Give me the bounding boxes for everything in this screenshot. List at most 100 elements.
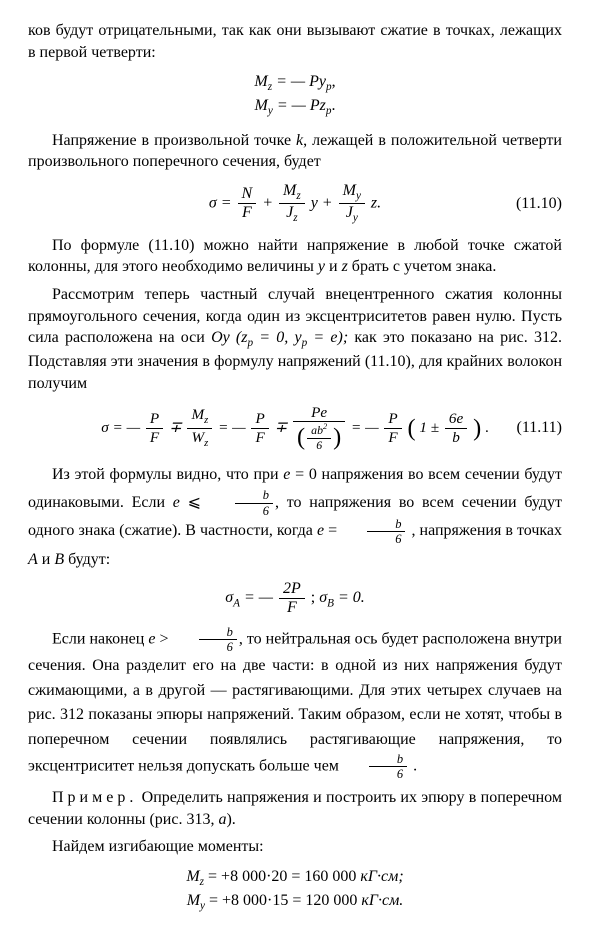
para-4: Рассмотрим теперь частный случай внецент… xyxy=(28,284,562,395)
p5-e2: e xyxy=(173,494,180,511)
eq5a-unit: кГ·см; xyxy=(360,868,403,885)
p5a: Из этой формулы видно, что при xyxy=(52,466,283,483)
eq3-dot: . xyxy=(481,419,489,436)
p3-and: и xyxy=(325,258,342,275)
eq3-f2nsub: z xyxy=(204,415,208,426)
eq-num-11-11: (11.11) xyxy=(517,417,562,439)
p7end: ). xyxy=(226,811,235,828)
p6-fr2d: 6 xyxy=(369,767,407,780)
eq2-y: y + xyxy=(311,195,337,212)
p5-and: и xyxy=(38,551,55,568)
para-7-example: Пример. Определить напряжения и построит… xyxy=(28,787,562,830)
eq2-f2nsub: z xyxy=(296,190,300,202)
eq5b-unit: кГ·см. xyxy=(361,892,403,909)
eq2-f2dsub: z xyxy=(293,213,297,225)
eq4-frn: 2P xyxy=(279,581,305,599)
formula-moments: Mz = — Pyp, My = — Pzp. xyxy=(28,71,562,120)
eq5a-body: = +8 000·20 = 160 000 xyxy=(204,868,360,885)
p4-par1: (z xyxy=(230,329,248,346)
para-3: По формуле (11.10) можно найти напряжени… xyxy=(28,235,562,278)
eq3-one: 1 ± xyxy=(416,419,443,436)
p5d: , напряжения в точках xyxy=(407,522,562,539)
mz-sym: M xyxy=(254,73,267,90)
eq2-f1d: F xyxy=(238,204,257,221)
eq4-sb: σ xyxy=(319,589,327,606)
eq2-f2n: M xyxy=(283,182,296,199)
eq3-f5d: F xyxy=(384,429,401,445)
eq3-f6n: 6e xyxy=(445,411,467,428)
eq2-f3nsub: y xyxy=(356,190,361,202)
my-rhs: = — Pz xyxy=(273,97,326,114)
eq-num-11-10: (11.10) xyxy=(516,193,562,215)
p5-frn: b xyxy=(235,489,273,503)
p5-fr2n: b xyxy=(367,518,405,532)
eq2-f3d: J xyxy=(346,204,353,221)
eq3-f6d: b xyxy=(445,429,467,445)
eq3-f1d: F xyxy=(146,429,163,445)
mz-rhs: = — Py xyxy=(272,73,326,90)
eq2-f1n: N xyxy=(238,186,257,204)
formula-example-moments: Mz = +8 000·20 = 160 000 кГ·см; My = +8 … xyxy=(28,866,562,915)
formula-sigma-ab: σA = — 2PF ; σB = 0. xyxy=(28,581,562,616)
p2a: Напряжение в произвольной точке xyxy=(52,132,296,149)
my-end: . xyxy=(331,97,335,114)
p4-parmid: = 0, y xyxy=(253,329,302,346)
eq5a-m: M xyxy=(186,868,199,885)
eq5b-m: M xyxy=(187,892,200,909)
para-6: Если наконец e > b6, то нейтральная ось … xyxy=(28,626,562,781)
eq3-mp2: ∓ xyxy=(275,419,292,436)
p5-fr2d: 6 xyxy=(367,532,405,545)
example-label: Пример. xyxy=(52,789,137,806)
eq4-frd: F xyxy=(279,599,305,616)
formula-11-11: σ = — PF ∓ MzWz = — PF ∓ Pe (ab26) = — P… xyxy=(28,405,562,452)
p6c: . xyxy=(409,758,417,775)
p6-frd: 6 xyxy=(199,640,237,653)
eq2-sigma: σ = xyxy=(209,195,236,212)
eq3-f2n: M xyxy=(191,406,204,423)
eq4-sasub: A xyxy=(233,597,240,609)
eq3-inner-d: 6 xyxy=(307,439,331,452)
p5-a: A xyxy=(28,551,38,568)
mz-end: , xyxy=(332,73,336,90)
eq2-f3n: M xyxy=(343,182,356,199)
eq3-f2d: W xyxy=(191,429,204,446)
eq4-sa: σ xyxy=(225,589,233,606)
eq4-sep: ; xyxy=(311,589,319,606)
para-2: Напряжение в произвольной точке k, лежащ… xyxy=(28,130,562,173)
eq3-f3n: P xyxy=(251,411,268,428)
eq3-f2dsub: z xyxy=(204,438,208,449)
eq3-eq2: = — xyxy=(218,419,249,436)
p5-e3: e xyxy=(317,522,324,539)
eq2-plus1: + xyxy=(262,195,277,212)
eq3-mp1: ∓ xyxy=(169,419,186,436)
eq3-f5n: P xyxy=(384,411,401,428)
p3b: брать с учетом знака. xyxy=(348,258,497,275)
eq4-eq2: = 0. xyxy=(334,589,365,606)
eq3-f3d: F xyxy=(251,429,268,445)
eq3-f1n: P xyxy=(146,411,163,428)
p6a: Если наконец xyxy=(52,630,148,647)
p6-fr2n: b xyxy=(369,753,407,767)
p5-b: B xyxy=(54,551,64,568)
eq3-inner-sup: 2 xyxy=(323,422,327,431)
eq3-f4n: Pe xyxy=(293,405,345,422)
p6-frn: b xyxy=(199,626,237,640)
p5-eq: = xyxy=(324,522,341,539)
eq5b-body: = +8 000·15 = 120 000 xyxy=(205,892,361,909)
para-8: Найдем изгибающие моменты: xyxy=(28,836,562,858)
formula-11-10: σ = NF + MzJz y + MyJy z. (11.10) xyxy=(28,183,562,225)
eq3-inner-n: ab xyxy=(311,423,323,437)
para-1: ков будут отрицательными, так как они вы… xyxy=(28,20,562,63)
eq4-eq1: = — xyxy=(240,589,277,606)
my-sym: M xyxy=(255,97,268,114)
p6-gt: > xyxy=(155,630,172,647)
p5-le: ⩽ xyxy=(180,494,209,511)
p5e: будут: xyxy=(64,551,110,568)
eq3-start: σ = — xyxy=(101,419,144,436)
p4-oy: Oy xyxy=(211,329,230,346)
p5-frd: 6 xyxy=(235,504,273,517)
eq2-z: z. xyxy=(371,195,381,212)
eq4-sbsub: B xyxy=(327,597,334,609)
p3-y: y xyxy=(318,258,325,275)
p6b: , то нейтральная ось будет расположена в… xyxy=(28,630,562,774)
